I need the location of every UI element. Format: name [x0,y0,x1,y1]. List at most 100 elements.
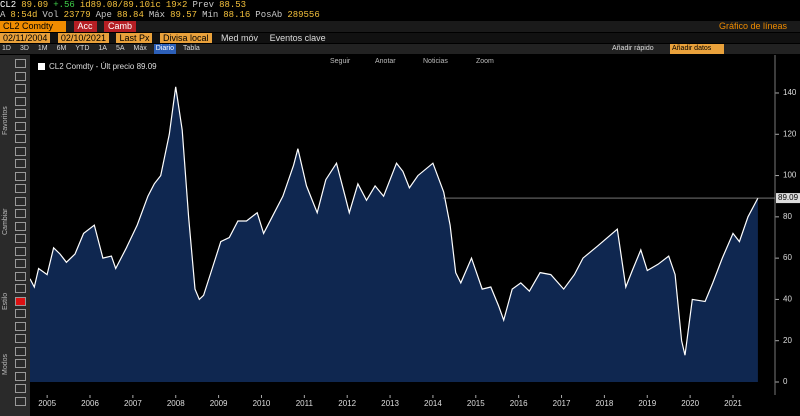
tool-icon[interactable] [15,309,26,318]
stat-field: A [0,10,6,20]
option[interactable]: Eventos clave [269,33,326,43]
quote-field: CL2 [0,0,17,10]
settings-bar: 02/11/2004 02/10/2021 Last Px Divisa loc… [0,33,800,43]
period-button[interactable]: 5A [115,45,125,52]
stat-field: PosAb [255,10,283,20]
chart-tool[interactable]: Noticias [423,58,448,65]
field[interactable]: Last Px [116,33,153,43]
x-tick-label: 2018 [595,399,613,408]
chart-kind: Gráfico de líneas [718,21,787,31]
stat-field: 88.16 [223,10,251,20]
sidebar-label: Favoritos [2,106,9,135]
x-tick-label: 2011 [296,399,314,408]
tool-icon[interactable] [15,134,26,143]
security-bar: CL2 Comdty Acc Camb Gráfico de líneas [0,21,800,32]
y-tick-label: 120 [783,129,797,138]
x-tick-label: 2013 [381,399,399,408]
area-fill [30,86,758,382]
period-button[interactable]: 1A [98,45,107,52]
chart-tool[interactable]: Seguir [330,58,351,65]
option[interactable]: Med móv [221,33,259,43]
security[interactable]: CL2 Comdty [0,21,66,32]
tool-icon[interactable] [15,96,26,106]
tool-icon[interactable] [15,396,26,406]
stats-line: A 8:54d Vol 23779 Ape 88.84 Máx 89.57 Mín 88.16 Po… [0,10,800,20]
tool-icon[interactable] [15,296,26,306]
legend-swatch [38,63,45,70]
action[interactable]: Camb [104,21,137,32]
frequency[interactable]: Diario [153,44,177,54]
tool-icon[interactable] [15,346,26,356]
period-button[interactable]: Máx [133,45,147,52]
table-button[interactable]: Tabla [183,45,200,52]
x-tick-label: 2009 [210,399,228,408]
tool-icon[interactable] [15,59,26,68]
tool-icon[interactable] [15,184,26,193]
tool-icon[interactable] [15,284,26,293]
period-button[interactable]: YTD [75,45,90,52]
stat-field: Mín [202,10,219,20]
period-button[interactable]: 6M [56,45,67,52]
x-tick-label: 2008 [167,399,185,408]
end-date[interactable]: 02/10/2021 [57,33,109,43]
tool-icon[interactable] [15,221,26,231]
quick-add[interactable]: Añadir rápido [612,45,654,52]
quote-field: +.56 [53,0,75,10]
quote-field: id89.08/89.10ic [79,0,161,10]
x-tick-label: 2021 [724,399,742,408]
tool-icon[interactable] [15,146,26,156]
y-tick-label: 0 [783,377,788,386]
tool-icon[interactable] [15,234,26,243]
chart-tool[interactable]: Zoom [476,58,494,65]
quote-field: 89.09 [21,0,49,10]
stat-field: Máx [148,10,166,20]
x-tick-label: 2006 [81,399,99,408]
y-tick-label: 80 [783,212,792,221]
sidebar-label: Estilo [2,292,9,310]
stat-field: 8:54d [10,10,38,20]
tool-icon[interactable] [15,171,26,181]
tool-icon[interactable] [15,271,26,281]
tool-icon[interactable] [15,196,26,206]
quote-field: Prev [192,0,215,10]
x-tick-label: 2005 [38,399,56,408]
stat-field: 289556 [287,10,320,20]
last-price-label: 89.09 [778,193,799,202]
add-data[interactable]: Añadir datos [670,44,724,54]
tool-icon[interactable] [15,259,26,268]
y-tick-label: 60 [783,253,792,262]
x-tick-label: 2007 [124,399,142,408]
tool-icon[interactable] [15,209,26,218]
chart-tool[interactable]: Anotar [375,58,396,65]
tool-icon[interactable] [15,371,26,381]
tool-icon[interactable] [15,71,26,81]
tool-icon[interactable] [15,159,26,168]
quote-field: 88.53 [219,0,247,10]
tool-icon[interactable] [15,246,26,256]
stat-field: 23779 [63,10,91,20]
tool-icon[interactable] [15,359,26,368]
toolbar: Favoritos Cambiar Estilo Modos [0,55,30,416]
period-button[interactable]: 3D [19,45,29,52]
start-date[interactable]: 02/11/2004 [0,33,51,43]
tool-icon[interactable] [15,384,26,393]
tool-icon[interactable] [15,321,26,331]
x-tick-label: 2014 [424,399,442,408]
tool-icon[interactable] [15,334,26,343]
stat-field: Ape [95,10,112,20]
tool-icon[interactable] [15,84,26,93]
last-price-box [776,193,800,204]
y-tick-label: 40 [783,295,792,304]
x-tick-label: 2015 [467,399,485,408]
x-tick-label: 2019 [638,399,656,408]
price-line [30,86,759,356]
tool-icon[interactable] [15,109,26,118]
x-tick-label: 2010 [253,399,271,408]
currency[interactable]: Divisa local [160,33,212,43]
tool-icon[interactable] [15,121,26,131]
stat-field: Vol [42,10,59,20]
period-button[interactable]: 1D [2,45,11,52]
action[interactable]: Acc [73,21,97,32]
period-button[interactable]: 1M [37,45,48,52]
